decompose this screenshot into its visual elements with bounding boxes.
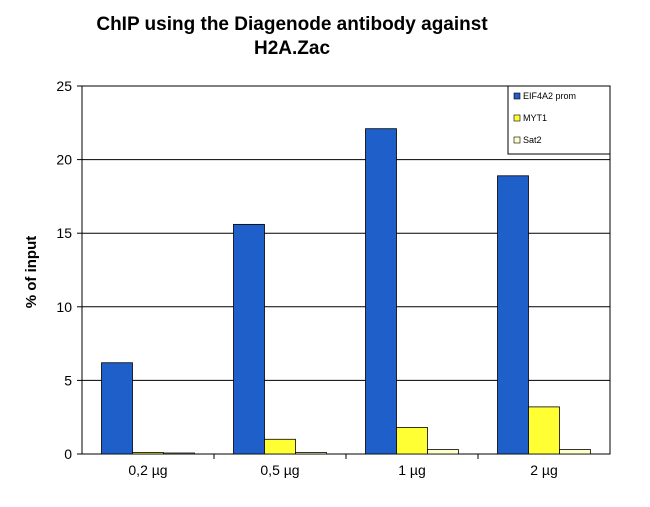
y-tick-label: 10	[56, 299, 72, 315]
y-tick-label: 15	[56, 225, 72, 241]
legend-label: Sat2	[523, 135, 542, 145]
gridlines	[82, 159, 610, 381]
y-tick-label: 5	[64, 372, 72, 388]
legend-label: EIF4A2 prom	[523, 91, 576, 101]
y-tick-label: 20	[56, 152, 72, 168]
y-axis-label: % of input	[23, 236, 40, 308]
bar	[295, 452, 327, 455]
legend-label: MYT1	[523, 113, 547, 123]
bar	[264, 438, 296, 455]
bar	[427, 449, 459, 455]
bar	[396, 427, 428, 455]
x-axis-ticks: 0,2 µg 0,5 µg 1 µg 2 µg	[128, 454, 558, 478]
y-tick-label: 0	[64, 446, 72, 462]
bar	[528, 406, 560, 455]
bar	[101, 362, 133, 455]
x-tick-label: 1 µg	[398, 462, 426, 478]
bar	[163, 452, 195, 455]
y-axis-ticks: 0 5 10 15 20 25	[56, 78, 82, 462]
y-tick-label: 25	[56, 78, 72, 94]
x-tick-label: 0,5 µg	[260, 462, 299, 478]
chart-subtitle: H2A.Zac	[254, 38, 330, 59]
legend-box	[507, 85, 611, 155]
legend: EIF4A2 prom MYT1 Sat2	[507, 85, 611, 155]
bar	[132, 452, 164, 455]
legend-swatch	[513, 136, 521, 144]
bar	[233, 223, 265, 455]
chart-title: ChIP using the Diagenode antibody agains…	[96, 14, 488, 35]
legend-swatch	[513, 92, 521, 100]
bar	[559, 449, 591, 455]
bar	[365, 128, 397, 455]
bar	[497, 175, 529, 455]
legend-swatch	[513, 114, 521, 122]
x-tick-label: 2 µg	[530, 462, 558, 478]
bars	[101, 128, 591, 455]
x-tick-label: 0,2 µg	[128, 462, 167, 478]
